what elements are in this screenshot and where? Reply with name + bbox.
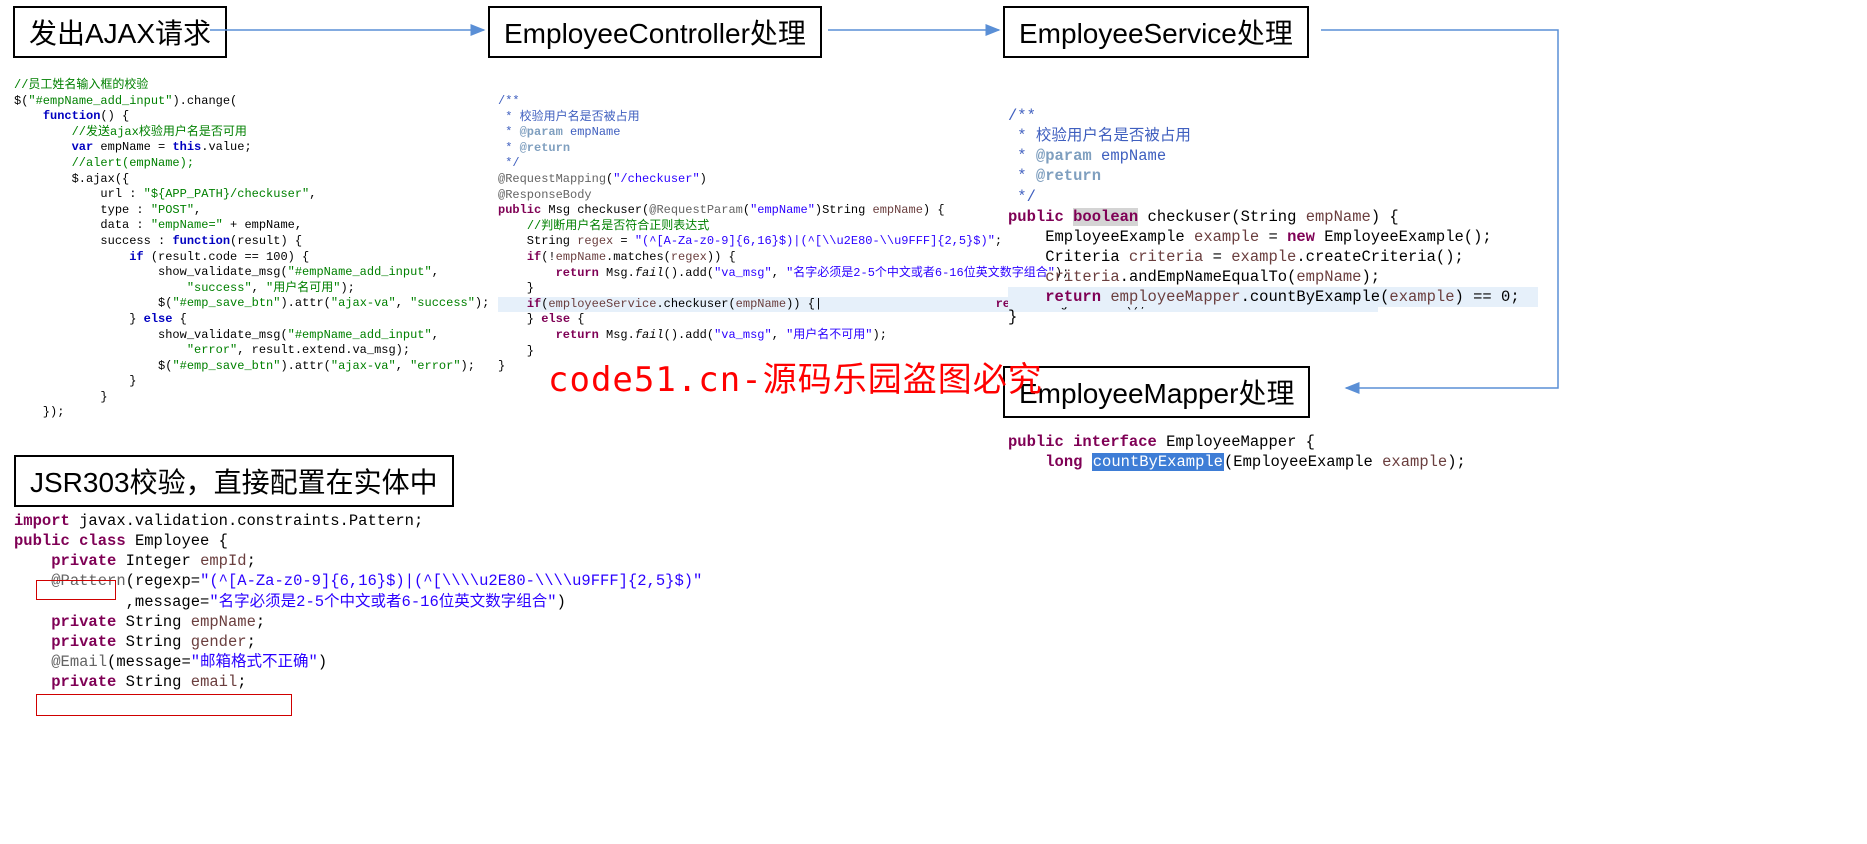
code-ajax: //员工姓名输入框的校验$("#empName_add_input").chan…	[14, 78, 489, 421]
code-service: /** * 校验用户名是否被占用 * @param empName * @ret…	[1008, 106, 1538, 328]
redbox-email	[36, 694, 292, 716]
label-ajax: 发出AJAX请求	[13, 6, 227, 58]
label-jsr303: JSR303校验，直接配置在实体中	[14, 455, 454, 507]
label-service: EmployeeService处理	[1003, 6, 1309, 58]
redbox-pattern	[36, 580, 116, 600]
label-controller: EmployeeController处理	[488, 6, 822, 58]
code-jsr303: import javax.validation.constraints.Patt…	[14, 511, 702, 692]
code-mapper: public interface EmployeeMapper { long c…	[1008, 432, 1466, 472]
watermark-text: code51.cn-源码乐园盗图必究	[548, 352, 1043, 401]
